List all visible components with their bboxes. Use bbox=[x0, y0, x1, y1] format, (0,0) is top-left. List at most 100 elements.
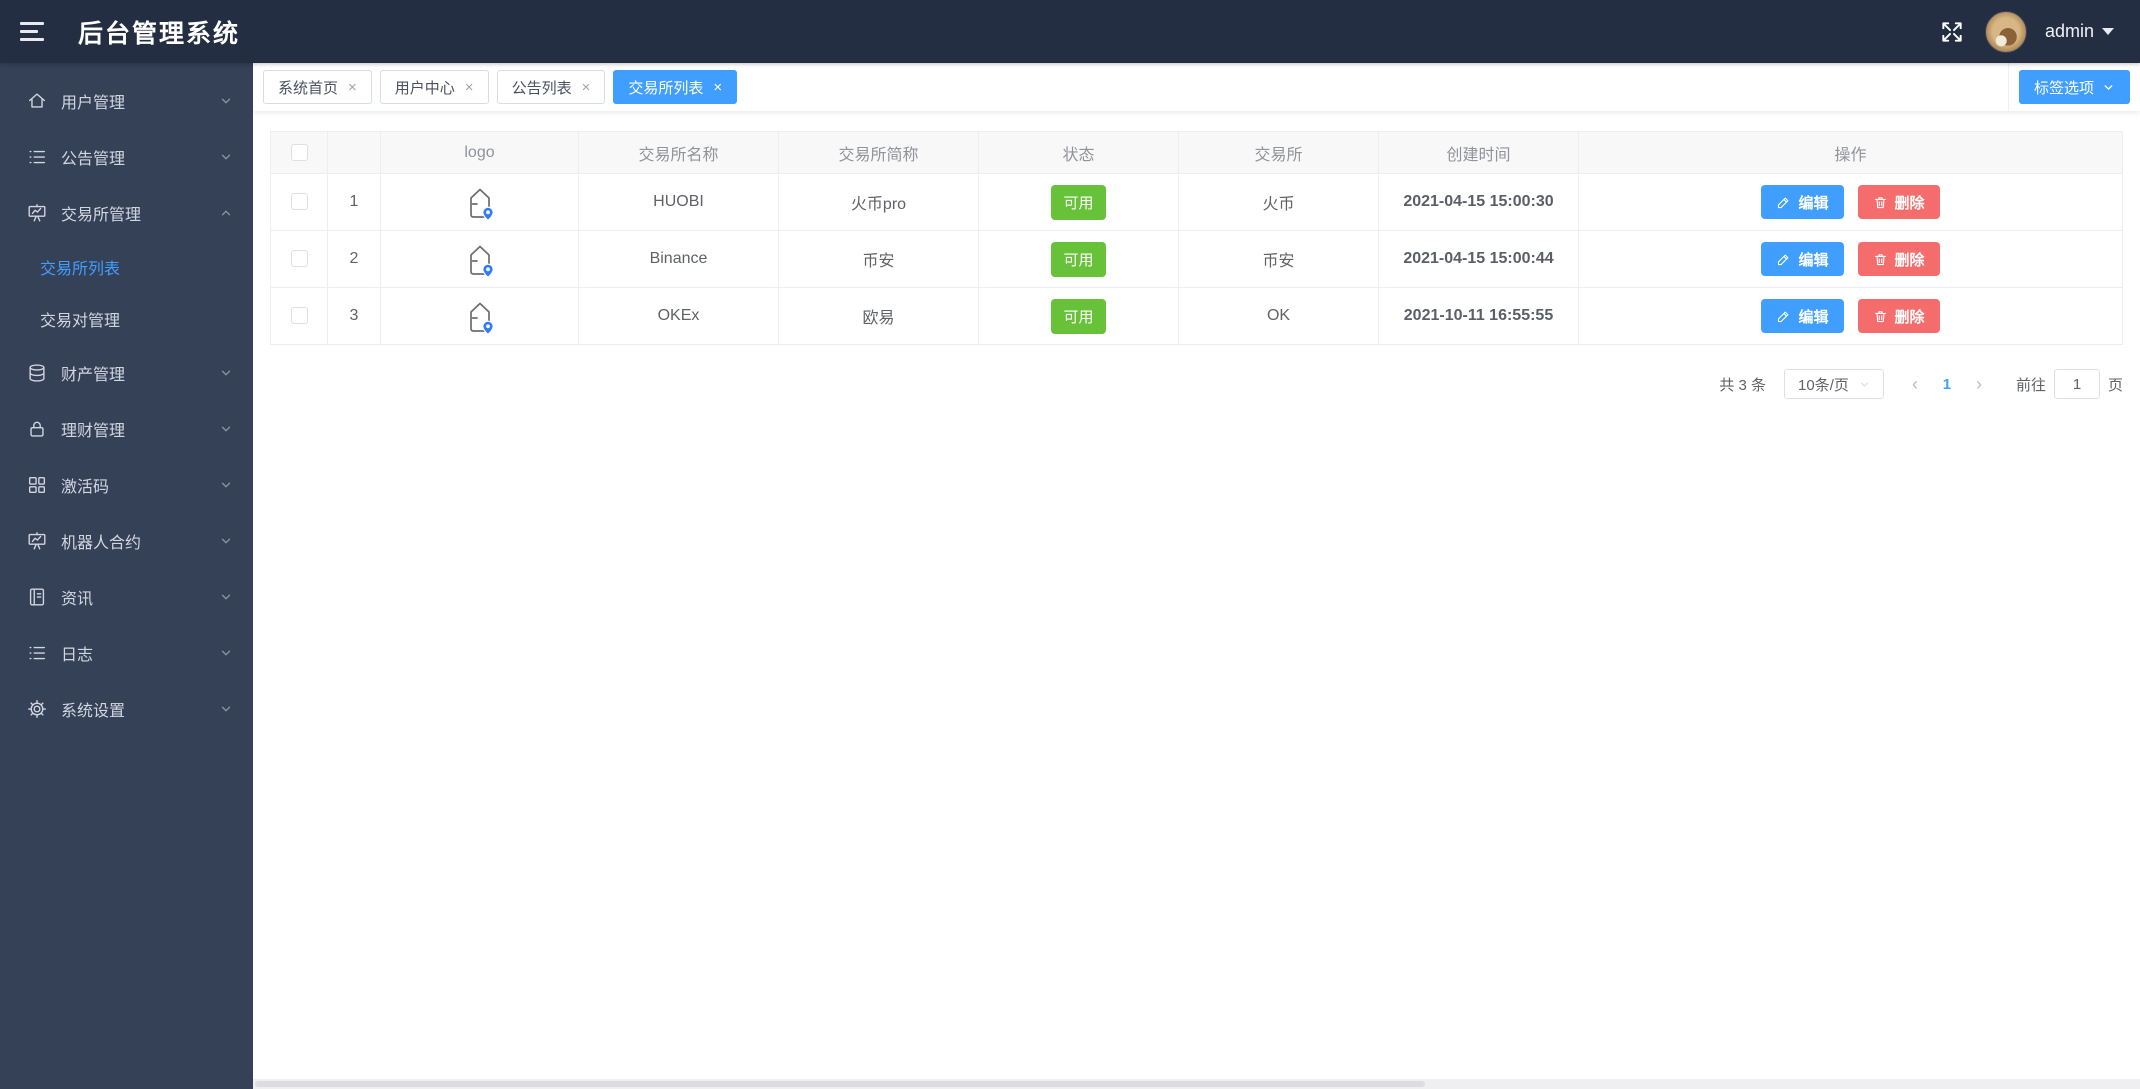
header-short-name: 交易所简称 bbox=[778, 131, 979, 174]
caret-down-icon bbox=[2102, 28, 2114, 35]
sidebar-item-logs[interactable]: 日志 bbox=[0, 625, 253, 681]
row-index: 2 bbox=[327, 230, 381, 288]
sidebar-item-system-settings[interactable]: 系统设置 bbox=[0, 681, 253, 737]
header-index bbox=[327, 131, 381, 174]
header-actions: 操作 bbox=[1578, 131, 2123, 174]
header-name: 交易所名称 bbox=[578, 131, 779, 174]
chevron-down-icon bbox=[221, 538, 231, 544]
header-status: 状态 bbox=[978, 131, 1179, 174]
broken-image-icon bbox=[469, 302, 494, 336]
edit-button[interactable]: 编辑 bbox=[1761, 185, 1844, 219]
cell-short-name: 火币pro bbox=[778, 173, 979, 231]
table-row: 2 Binance 币安 可用 币安 2021-04-15 15:00:44 bbox=[270, 230, 2123, 288]
chevron-down-icon bbox=[221, 370, 231, 376]
tag-options-button[interactable]: 标签选项 bbox=[2018, 70, 2130, 104]
page-size-select[interactable]: 10条/页 bbox=[1783, 369, 1884, 399]
delete-button[interactable]: 删除 bbox=[1857, 185, 1940, 219]
select-all-checkbox[interactable] bbox=[290, 143, 308, 161]
cell-exchange: OK bbox=[1178, 287, 1379, 345]
goto-label: 前往 bbox=[2015, 376, 2046, 394]
page-unit-label: 页 bbox=[2107, 376, 2123, 394]
prev-page-button[interactable]: ‹ bbox=[1911, 373, 1918, 394]
scrollbar-thumb[interactable] bbox=[255, 1081, 1425, 1087]
grid-icon bbox=[26, 474, 48, 496]
app-title: 后台管理系统 bbox=[78, 19, 241, 48]
fullscreen-icon[interactable] bbox=[1937, 17, 1967, 47]
horizontal-scrollbar[interactable] bbox=[253, 1079, 2140, 1089]
page-number-1[interactable]: 1 bbox=[1942, 375, 1952, 393]
chevron-up-icon bbox=[221, 210, 231, 216]
sidebar-item-finance-management[interactable]: 理财管理 bbox=[0, 401, 253, 457]
header-exchange: 交易所 bbox=[1178, 131, 1379, 174]
close-icon[interactable]: × bbox=[464, 78, 474, 96]
tab-system-home[interactable]: 系统首页 × bbox=[263, 70, 372, 104]
edit-button[interactable]: 编辑 bbox=[1761, 242, 1844, 276]
close-icon[interactable]: × bbox=[581, 78, 591, 96]
table-row: 3 OKEx 欧易 可用 OK 2021-10-11 16:55:55 bbox=[270, 287, 2123, 345]
delete-button[interactable]: 删除 bbox=[1857, 242, 1940, 276]
user-avatar[interactable] bbox=[1984, 10, 2027, 53]
tab-user-center[interactable]: 用户中心 × bbox=[379, 70, 489, 104]
sidebar-subitem-exchange-list[interactable]: 交易所列表 bbox=[40, 261, 121, 278]
chevron-down-icon bbox=[221, 650, 231, 656]
status-badge: 可用 bbox=[1051, 241, 1106, 277]
sidebar-item-user-management[interactable]: 用户管理 bbox=[0, 73, 253, 129]
chevron-down-icon bbox=[221, 426, 231, 432]
chevron-down-icon bbox=[221, 594, 231, 600]
sidebar-item-news[interactable]: 资讯 bbox=[0, 569, 253, 625]
sidebar-item-property-management[interactable]: 财产管理 bbox=[0, 345, 253, 401]
tab-exchange-list[interactable]: 交易所列表 × bbox=[613, 70, 738, 104]
list-icon bbox=[26, 642, 48, 664]
cell-short-name: 币安 bbox=[778, 230, 979, 288]
header-created-at: 创建时间 bbox=[1378, 131, 1579, 174]
hamburger-menu-icon[interactable] bbox=[0, 0, 64, 63]
pagination: 共 3 条 10条/页 ‹ 1 › 前往 页 bbox=[270, 369, 2123, 399]
trash-icon bbox=[1874, 196, 1886, 208]
sidebar-item-activation-code[interactable]: 激活码 bbox=[0, 457, 253, 513]
trash-icon bbox=[1874, 310, 1886, 322]
edit-button[interactable]: 编辑 bbox=[1761, 299, 1844, 333]
sidebar-item-exchange-management[interactable]: 交易所管理 bbox=[0, 185, 253, 241]
username: admin bbox=[2044, 21, 2094, 41]
delete-button[interactable]: 删除 bbox=[1857, 299, 1940, 333]
chevron-down-icon bbox=[221, 706, 231, 712]
chevron-down-icon bbox=[221, 482, 231, 488]
sidebar-subitem-trading-pair-management[interactable]: 交易对管理 bbox=[40, 313, 121, 330]
chart-board-icon bbox=[26, 530, 48, 552]
next-page-button[interactable]: › bbox=[1975, 373, 1982, 394]
cell-exchange: 火币 bbox=[1178, 173, 1379, 231]
pencil-icon bbox=[1778, 254, 1789, 265]
content-panel: logo 交易所名称 交易所简称 状态 交易所 创建时间 操作 1 bbox=[253, 111, 2140, 1089]
tabbar: 系统首页 × 用户中心 × 公告列表 × 交易所列表 × 标签选项 bbox=[253, 63, 2140, 111]
trash-icon bbox=[1874, 253, 1886, 265]
broken-image-icon bbox=[469, 188, 494, 222]
table-row: 1 HUOBI 火币pro 可用 火币 2021-04-15 15:00:30 bbox=[270, 173, 2123, 231]
notebook-icon bbox=[26, 586, 48, 608]
goto-page-input[interactable] bbox=[2053, 369, 2100, 399]
chart-board-icon bbox=[26, 202, 48, 224]
lock-icon bbox=[26, 418, 48, 440]
chevron-down-icon bbox=[221, 154, 231, 160]
cell-short-name: 欧易 bbox=[778, 287, 979, 345]
pencil-icon bbox=[1778, 311, 1789, 322]
close-icon[interactable]: × bbox=[348, 78, 357, 96]
gear-icon bbox=[26, 698, 48, 720]
tab-announcement-list[interactable]: 公告列表 × bbox=[496, 70, 606, 104]
topbar: 后台管理系统 admin bbox=[0, 0, 2140, 63]
row-checkbox[interactable] bbox=[290, 307, 308, 325]
sidebar-item-robot-contract[interactable]: 机器人合约 bbox=[0, 513, 253, 569]
row-checkbox[interactable] bbox=[290, 193, 308, 211]
cell-exchange-name: HUOBI bbox=[578, 173, 779, 231]
pagination-total: 共 3 条 bbox=[1719, 376, 1766, 394]
header-logo: logo bbox=[380, 131, 579, 174]
user-dropdown[interactable]: admin bbox=[2045, 21, 2114, 42]
sidebar-item-announcement-management[interactable]: 公告管理 bbox=[0, 129, 253, 185]
sidebar: 用户管理 公告管理 交易所管理 交易所列表 交易对管理 财产管理 理财管理 bbox=[0, 63, 253, 1089]
close-icon[interactable]: × bbox=[713, 78, 723, 96]
broken-image-icon bbox=[469, 245, 494, 279]
pencil-icon bbox=[1778, 197, 1789, 208]
cell-created-at: 2021-04-15 15:00:30 bbox=[1378, 173, 1579, 231]
home-icon bbox=[26, 90, 48, 112]
row-checkbox[interactable] bbox=[290, 250, 308, 268]
cell-exchange-name: Binance bbox=[578, 230, 779, 288]
